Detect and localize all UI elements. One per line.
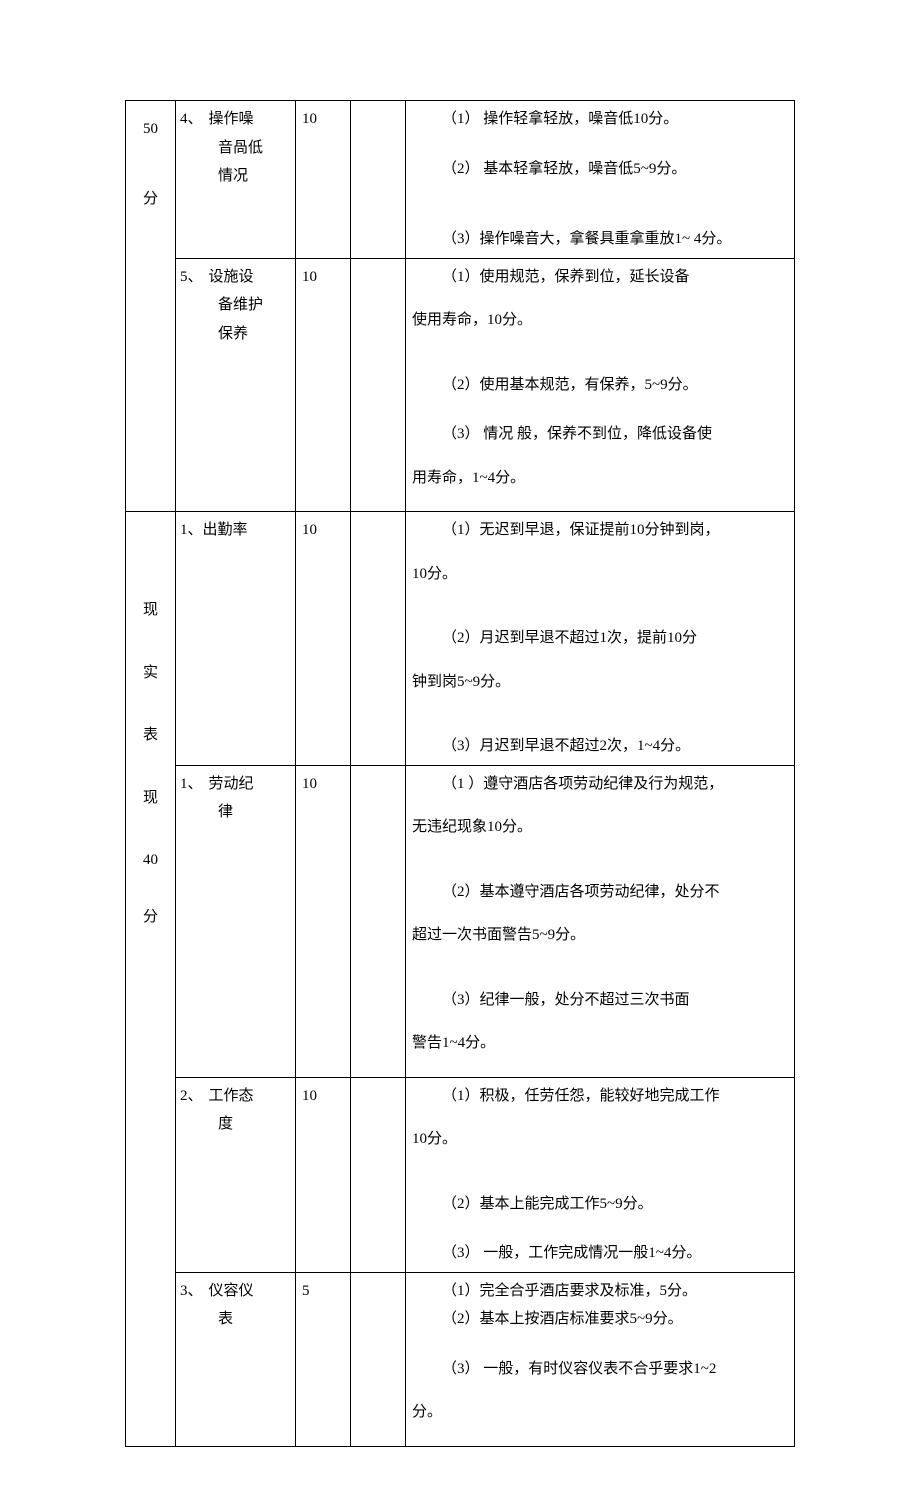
item-text: 度: [218, 1110, 291, 1139]
standard-text: （3）月迟到早退不超过2次，1~4分。: [412, 732, 786, 761]
item-text: 仪容仪: [209, 1277, 254, 1306]
item-text: 律: [218, 798, 291, 827]
standard-cell: （1）无迟到早退，保证提前10分钟到岗， 10分。 （2）月迟到早退不超过1次，…: [406, 512, 795, 766]
standard-text: （3） 一般，有时仪容仪表不合乎要求1~2: [412, 1355, 786, 1384]
item-text: 保养: [218, 320, 291, 349]
category-score: 50: [132, 115, 169, 144]
item-cell: 1、劳动纪 律: [176, 765, 296, 1077]
item-number: 1、: [180, 770, 203, 799]
category-cell: 现 实 表 现 40 分: [126, 512, 176, 1447]
standard-text: 10分。: [412, 560, 786, 589]
standard-text: （2）基本上按酒店标准要求5~9分。: [412, 1305, 786, 1334]
blank-cell: [351, 765, 406, 1077]
standard-text: （1 ）遵守酒店各项劳动纪律及行为规范，: [412, 770, 786, 799]
category-unit: 分: [132, 903, 169, 932]
standard-text: （2）使用基本规范，有保养，5~9分。: [412, 371, 786, 400]
standard-text: （2）基本遵守酒店各项劳动纪律，处分不: [412, 878, 786, 907]
table-row: 现 实 表 现 40 分 1、出勤率 10 （1）无迟到早退，保证提前10分钟到…: [126, 512, 795, 766]
item-number: 1、: [180, 516, 203, 545]
item-cell: 2、工作态 度: [176, 1077, 296, 1272]
standard-text: （1）使用规范，保养到位，延长设备: [412, 263, 786, 292]
table-row: 50 分 4、操作噪 音咼低 情况 10 （1） 操作轻拿轻放，噪音低10分。 …: [126, 101, 795, 259]
item-text: 出勤率: [203, 522, 248, 538]
item-number: 2、: [180, 1082, 203, 1111]
item-cell: 1、出勤率: [176, 512, 296, 766]
item-text: 备维护: [218, 291, 291, 320]
item-cell: 4、操作噪 音咼低 情况: [176, 101, 296, 259]
category-unit: 分: [132, 185, 169, 214]
table-row: 3、仪容仪 表 5 （1）完全合乎酒店要求及标准，5分。 （2）基本上按酒店标准…: [126, 1272, 795, 1446]
score-cell: 10: [296, 765, 351, 1077]
standard-text: （3）操作噪音大，拿餐具重拿重放1~ 4分。: [412, 225, 786, 254]
item-number: 3、: [180, 1277, 203, 1306]
item-text: 操作噪: [209, 105, 254, 134]
blank-cell: [351, 1272, 406, 1446]
standard-text: （1）完全合乎酒店要求及标准，5分。: [412, 1277, 786, 1306]
standard-cell: （1）积极，任劳任怨，能较好地完成工作 10分。 （2）基本上能完成工作5~9分…: [406, 1077, 795, 1272]
score-cell: 10: [296, 512, 351, 766]
standard-text: （3） 情况 般，保养不到位，降低设备使: [412, 420, 786, 449]
standard-text: 无违纪现象10分。: [412, 813, 786, 842]
category-char: 现: [132, 596, 169, 625]
item-text: 情况: [218, 162, 291, 191]
table-row: 5、设施设 备维护 保养 10 （1）使用规范，保养到位，延长设备 使用寿命，1…: [126, 258, 795, 512]
blank-cell: [351, 258, 406, 512]
category-char: 实: [132, 659, 169, 688]
item-text: 表: [218, 1305, 291, 1334]
standard-text: （1）积极，任劳任怨，能较好地完成工作: [412, 1082, 786, 1111]
standard-text: 超过一次书面警告5~9分。: [412, 921, 786, 950]
category-cell: 50 分: [126, 101, 176, 512]
standard-text: 用寿命，1~4分。: [412, 464, 786, 493]
standard-cell: （1）完全合乎酒店要求及标准，5分。 （2）基本上按酒店标准要求5~9分。 （3…: [406, 1272, 795, 1446]
standard-text: 10分。: [412, 1125, 786, 1154]
standard-text: （2）基本上能完成工作5~9分。: [412, 1190, 786, 1219]
category-score: 40: [132, 846, 169, 875]
standard-text: （1） 操作轻拿轻放，噪音低10分。: [412, 105, 786, 134]
standard-cell: （1）使用规范，保养到位，延长设备 使用寿命，10分。 （2）使用基本规范，有保…: [406, 258, 795, 512]
standard-text: 警告1~4分。: [412, 1029, 786, 1058]
item-number: 5、: [180, 263, 203, 292]
item-number: 4、: [180, 105, 203, 134]
item-text: 音咼低: [218, 134, 291, 163]
blank-cell: [351, 512, 406, 766]
score-cell: 10: [296, 101, 351, 259]
item-text: 劳动纪: [209, 770, 254, 799]
standard-text: （3）纪律一般，处分不超过三次书面: [412, 986, 786, 1015]
standard-text: 钟到岗5~9分。: [412, 668, 786, 697]
category-char: 表: [132, 721, 169, 750]
evaluation-table: 50 分 4、操作噪 音咼低 情况 10 （1） 操作轻拿轻放，噪音低10分。 …: [125, 100, 795, 1447]
standard-text: 使用寿命，10分。: [412, 306, 786, 335]
table-row: 2、工作态 度 10 （1）积极，任劳任怨，能较好地完成工作 10分。 （2）基…: [126, 1077, 795, 1272]
item-cell: 3、仪容仪 表: [176, 1272, 296, 1446]
standard-cell: （1） 操作轻拿轻放，噪音低10分。 （2） 基本轻拿轻放，噪音低5~9分。 （…: [406, 101, 795, 259]
standard-cell: （1 ）遵守酒店各项劳动纪律及行为规范， 无违纪现象10分。 （2）基本遵守酒店…: [406, 765, 795, 1077]
standard-text: （2）月迟到早退不超过1次，提前10分: [412, 624, 786, 653]
blank-cell: [351, 1077, 406, 1272]
standard-text: （1）无迟到早退，保证提前10分钟到岗，: [412, 516, 786, 545]
blank-cell: [351, 101, 406, 259]
standard-text: （2） 基本轻拿轻放，噪音低5~9分。: [412, 155, 786, 184]
standard-text: 分。: [412, 1398, 786, 1427]
score-cell: 5: [296, 1272, 351, 1446]
item-text: 设施设: [209, 263, 254, 292]
item-cell: 5、设施设 备维护 保养: [176, 258, 296, 512]
standard-text: （3） 一般，工作完成情况一般1~4分。: [412, 1239, 786, 1268]
category-char: 现: [132, 784, 169, 813]
score-cell: 10: [296, 258, 351, 512]
table-row: 1、劳动纪 律 10 （1 ）遵守酒店各项劳动纪律及行为规范， 无违纪现象10分…: [126, 765, 795, 1077]
item-text: 工作态: [209, 1082, 254, 1111]
score-cell: 10: [296, 1077, 351, 1272]
